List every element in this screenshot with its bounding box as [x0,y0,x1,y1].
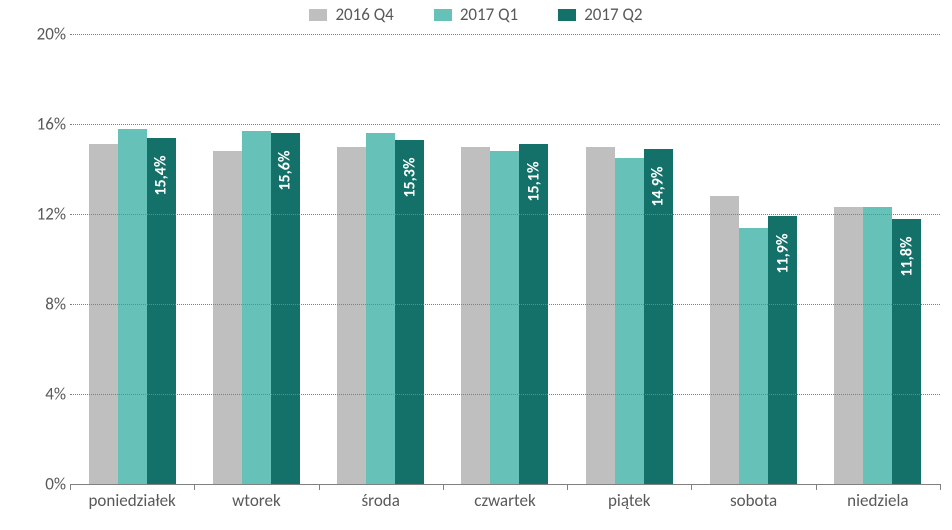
x-axis-category-label: czwartek [443,490,567,511]
bar-value-label: 15,3% [400,157,419,197]
bar [834,207,863,484]
legend-swatch-0 [309,9,327,21]
bar: 15,6% [271,133,300,484]
bar [863,207,892,484]
legend-item-2: 2017 Q2 [558,4,642,25]
legend-item-1: 2017 Q1 [434,4,518,25]
gridline [70,394,940,395]
legend-item-0: 2016 Q4 [309,4,393,25]
bar: 11,9% [768,216,797,484]
bar [337,147,366,485]
gridline [70,124,940,125]
bar-group: 15,6% [194,34,318,484]
bar [242,131,271,484]
legend-swatch-1 [434,9,452,21]
gridline [70,34,940,35]
x-axis-category-label: sobota [691,490,815,511]
chart-legend: 2016 Q4 2017 Q1 2017 Q2 [0,4,952,25]
bar [490,151,519,484]
bar [586,147,615,485]
x-axis-category-label: wtorek [194,490,318,511]
y-axis-tick-label: 12% [6,204,66,225]
y-axis-tick-label: 16% [6,114,66,135]
bar-value-label: 15,6% [276,150,295,190]
bar-group: 11,9% [691,34,815,484]
x-tick [940,484,941,490]
legend-swatch-2 [558,9,576,21]
legend-label-0: 2016 Q4 [335,4,393,25]
bar [615,158,644,484]
x-axis-category-label: środa [319,490,443,511]
x-axis-labels: poniedziałekwtorekśrodaczwartekpiąteksob… [70,490,940,511]
bar [89,144,118,484]
legend-label-2: 2017 Q2 [584,4,642,25]
bar [461,147,490,485]
bar: 11,8% [892,219,921,485]
bar [213,151,242,484]
bar-group: 15,4% [70,34,194,484]
bar-value-label: 11,9% [773,234,792,274]
legend-label-1: 2017 Q1 [460,4,518,25]
y-axis-tick-label: 4% [6,384,66,405]
bar: 15,3% [395,140,424,484]
chart-container: 2016 Q4 2017 Q1 2017 Q2 15,4%15,6%15,3%1… [0,0,952,530]
y-axis-tick-label: 20% [6,24,66,45]
bar-value-label: 11,8% [897,236,916,276]
x-axis-category-label: piątek [567,490,691,511]
gridline [70,214,940,215]
bar-group: 15,1% [443,34,567,484]
bar-group: 14,9% [567,34,691,484]
bar-value-label: 15,4% [152,155,171,195]
bars-area: 15,4% 15,6% 15,3% 15,1% 14,9% 11,9% 11,8% [70,34,940,484]
x-axis-category-label: niedziela [816,490,940,511]
bar [366,133,395,484]
y-axis-tick-label: 8% [6,294,66,315]
bar: 15,1% [519,144,548,484]
bar-value-label: 14,9% [649,166,668,206]
gridline [70,304,940,305]
bar-value-label: 15,1% [524,162,543,202]
y-axis-tick-label: 0% [6,474,66,495]
plot-area: 15,4% 15,6% 15,3% 15,1% 14,9% 11,9% 11,8% [70,34,940,485]
bar [739,228,768,485]
x-axis-category-label: poniedziałek [70,490,194,511]
bar: 15,4% [147,138,176,485]
bar-group: 11,8% [816,34,940,484]
bar [710,196,739,484]
bar: 14,9% [644,149,673,484]
bar-group: 15,3% [319,34,443,484]
bar [118,129,147,485]
